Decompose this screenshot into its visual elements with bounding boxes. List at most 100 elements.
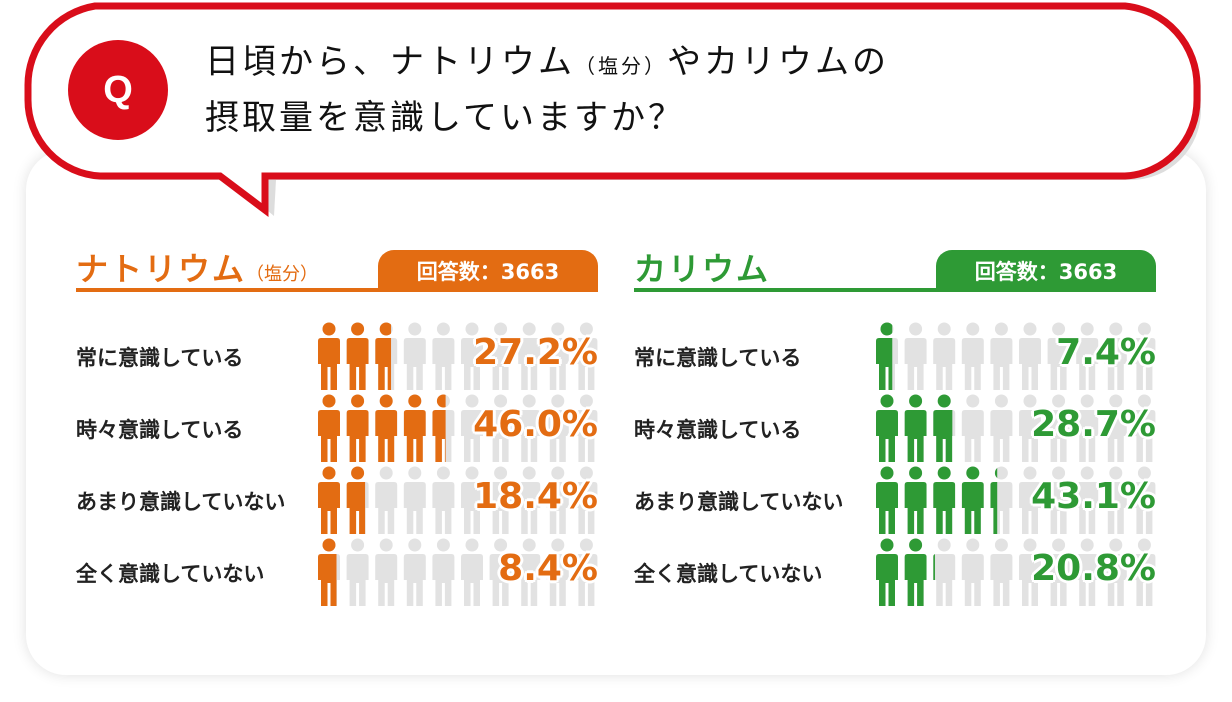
percent-label: 7.4% [1056,332,1156,373]
person-icon [1133,538,1156,606]
category-label: 常に意識している [76,346,244,370]
person-icon [1047,322,1070,390]
person-icon [961,322,984,390]
person-icon [990,322,1013,390]
person-icon [1133,322,1156,390]
person-icon [518,466,541,534]
person-icon-fill [318,322,340,390]
category-label: あまり意識していない [634,490,844,514]
person-icon [1047,466,1070,534]
person-icon [403,466,426,534]
person-icon-fill [375,322,392,390]
person-icon [489,466,512,534]
panel-underline [634,288,1156,292]
person-icon [546,394,569,462]
category-label: 時々意識している [634,418,802,442]
person-icon [403,322,426,390]
person-icon [1133,466,1156,534]
person-icon-fill [876,538,898,606]
person-icon [575,466,598,534]
percent-label: 27.2% [473,332,598,373]
person-icon [432,394,455,462]
category-label: 全く意識していない [76,562,265,586]
person-icon [489,394,512,462]
person-icon-fill [933,466,956,534]
person-icon-fill [318,538,337,606]
question-line1: 日頃から、ナトリウム [205,42,575,82]
person-icon-fill [403,394,426,462]
person-icon [1019,538,1041,606]
person-icon [990,394,1013,462]
person-icon [346,394,369,462]
person-icon-fill [904,394,927,462]
person-icon [575,538,598,606]
person-icon [1104,538,1127,606]
person-icon [575,322,598,390]
person-icon [318,466,340,534]
percent-label: 43.1% [1031,476,1156,517]
person-icon-fill [876,394,898,462]
person-icon [961,466,984,534]
panel-title: カリウム [634,244,770,290]
person-icons [318,466,598,534]
person-icon [876,322,898,390]
person-icon-fill [990,468,998,534]
respondents-badge: 回答数：3663 [378,250,598,292]
question-line1-end: やカリウムの [667,42,889,82]
percent-label: 28.7% [1031,404,1156,445]
person-icon [375,538,398,606]
person-icon [1104,394,1127,462]
chart-row: 時々意識している 28.7% [634,392,1156,464]
question-line1-small: （塩分） [575,54,667,78]
person-icon-fill [318,466,340,534]
percent-label: 20.8% [1031,548,1156,589]
person-icon [933,394,956,462]
person-icon [876,394,898,462]
person-icon [1133,394,1156,462]
person-icon [546,322,569,390]
person-icon [1104,466,1127,534]
question-text: 日頃から、ナトリウム（塩分）やカリウムの 摂取量を意識していますか？ [205,36,889,144]
chart-row: 常に意識している 27.2% [76,320,598,392]
person-icon [432,466,455,534]
person-icon [1019,322,1041,390]
category-label: 全く意識していない [634,562,823,586]
person-icon [961,394,984,462]
chart-row: 全く意識していない 8.4% [76,536,598,608]
person-icon [904,394,927,462]
chart-row: あまり意識していない 18.4% [76,464,598,536]
panel-title: ナトリウム（塩分） [76,244,318,290]
question-line2: 摂取量を意識していますか？ [205,98,685,138]
person-icon [461,394,483,462]
person-icon-fill [346,394,369,462]
person-icon [518,322,541,390]
person-icon [403,394,426,462]
panel-title-main: カリウム [634,250,771,288]
person-icon [546,466,569,534]
category-label: 常に意識している [634,346,802,370]
percent-label: 18.4% [473,476,598,517]
person-icon-fill [904,466,927,534]
person-icon-fill [933,554,935,580]
person-icon [876,466,898,534]
person-icon [518,394,541,462]
person-icon-fill [933,394,953,462]
person-icon [318,322,340,390]
person-icons [318,538,598,606]
panel-title-sub: （塩分） [246,264,319,285]
person-icons [318,322,598,390]
person-icon-fill [876,322,893,390]
person-icon [575,394,598,462]
q-badge: Q [68,40,168,140]
person-icon [403,538,426,606]
person-icon-fill [318,394,340,462]
person-icon [489,538,512,606]
person-icon [904,466,927,534]
person-icon [461,322,483,390]
person-icon [461,466,483,534]
person-icon [518,538,541,606]
person-icon [933,322,956,390]
person-icon [904,322,927,390]
person-icon [990,466,1013,534]
person-icon [1047,394,1070,462]
